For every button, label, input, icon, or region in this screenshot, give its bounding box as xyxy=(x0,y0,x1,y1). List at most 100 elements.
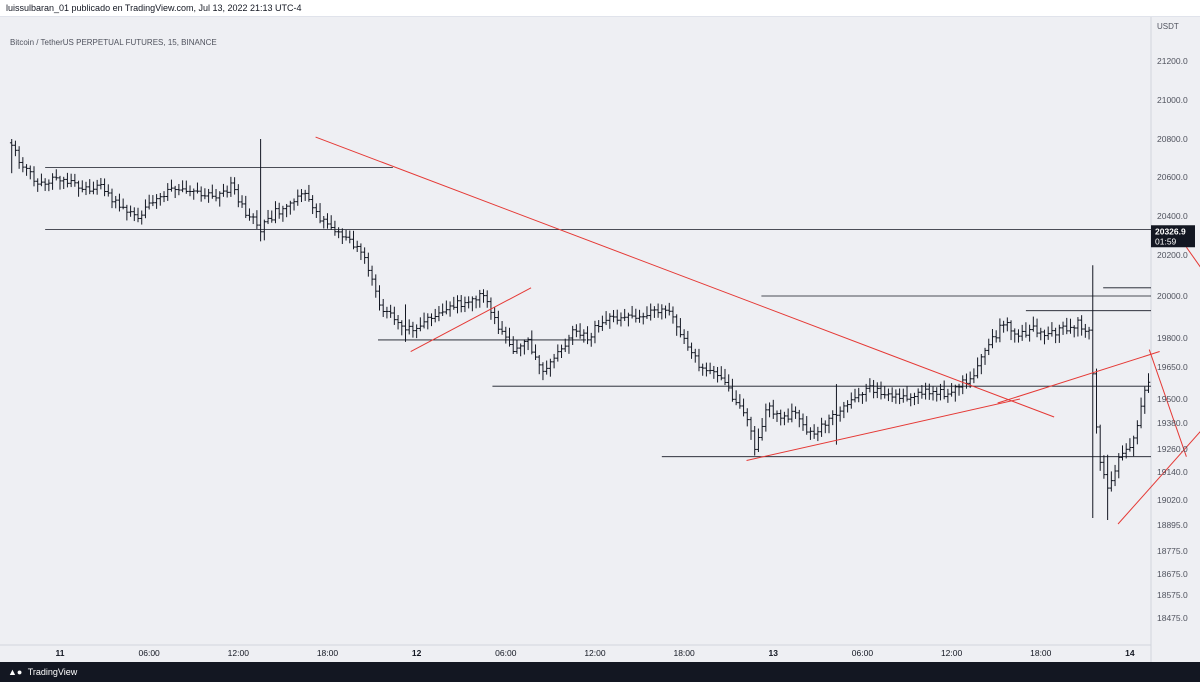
ohlc-bar xyxy=(69,173,73,188)
price-tick-label: 18575.0 xyxy=(1157,590,1188,600)
ohlc-bar xyxy=(552,353,556,369)
ohlc-bar xyxy=(466,296,471,309)
ohlc-bar xyxy=(377,285,382,311)
last-price-badge xyxy=(1151,225,1195,248)
ohlc-bar xyxy=(1005,317,1010,332)
ohlc-bar xyxy=(1027,324,1032,342)
price-chart[interactable]: USDT 21200.0 21000.0 20800.0 20600.0 20400.0… xyxy=(0,17,1200,662)
ohlc-bar xyxy=(1009,320,1013,341)
ohlc-bar xyxy=(619,312,623,327)
ohlc-bar xyxy=(957,383,961,396)
ohlc-bar xyxy=(500,321,504,335)
ohlc-bar xyxy=(804,416,809,435)
ohlc-bar xyxy=(61,176,66,190)
ohlc-bar xyxy=(35,178,40,192)
ohlc-bar xyxy=(801,413,805,431)
price-tick-label: 19500.0 xyxy=(1157,394,1188,404)
ohlc-bar xyxy=(147,194,151,210)
ohlc-bar xyxy=(318,203,322,224)
ohlc-bar xyxy=(960,375,965,395)
ohlc-bar xyxy=(611,309,616,323)
ohlc-bar xyxy=(648,303,653,321)
ohlc-bar xyxy=(433,308,438,323)
ohlc-bar xyxy=(596,320,601,333)
ohlc-bar xyxy=(373,274,378,298)
ohlc-bar xyxy=(600,315,605,331)
ohlc-bar xyxy=(1135,420,1140,445)
ohlc-bar xyxy=(674,314,679,336)
ohlc-bar xyxy=(32,166,36,187)
ohlc-bar xyxy=(470,296,475,312)
time-tick-label: 14 xyxy=(1125,648,1135,658)
ohlc-bar xyxy=(656,303,660,318)
chart-area: USDT 21200.0 21000.0 20800.0 20600.0 20400.0… xyxy=(0,17,1200,662)
ohlc-bar xyxy=(277,202,281,219)
ohlc-bar xyxy=(229,176,233,197)
price-tick-label: 21200.0 xyxy=(1157,56,1188,66)
ohlc-bar xyxy=(689,342,694,359)
ohlc-bar xyxy=(1072,325,1076,338)
ohlc-bar xyxy=(533,344,538,360)
ohlc-bar xyxy=(492,307,497,325)
ohlc-bar xyxy=(734,390,738,406)
price-tick-label: 19650.0 xyxy=(1157,362,1188,372)
ohlc-bar xyxy=(1079,315,1084,336)
ohlc-bar xyxy=(1116,453,1121,479)
ohlc-bar xyxy=(195,182,200,194)
ohlc-bar xyxy=(604,311,608,326)
ohlc-bar xyxy=(589,332,594,347)
ohlc-bar xyxy=(942,380,946,400)
ohlc-bar xyxy=(934,387,939,402)
ohlc-bar xyxy=(314,203,319,218)
ohlc-bar xyxy=(321,216,326,229)
ohlc-bar xyxy=(663,305,668,319)
ohlc-bar xyxy=(99,177,103,190)
ohlc-bar xyxy=(240,195,244,208)
ohlc-bar xyxy=(247,208,252,221)
ohlc-bar xyxy=(481,289,486,303)
ohlc-bar xyxy=(448,301,452,317)
ohlc-bar xyxy=(125,204,129,221)
trendline xyxy=(1117,431,1200,525)
ohlc-bar xyxy=(897,388,902,405)
ohlc-bar xyxy=(455,295,460,314)
ohlc-bar xyxy=(1024,322,1028,338)
ohlc-bar xyxy=(154,194,159,209)
ohlc-bar xyxy=(1035,318,1039,338)
ohlc-bar xyxy=(697,348,701,372)
ohlc-bar xyxy=(396,314,400,330)
time-tick-label: 12 xyxy=(412,648,422,658)
ohlc-bar xyxy=(1128,438,1132,452)
ohlc-bar xyxy=(191,188,196,200)
ohlc-bar xyxy=(221,183,226,197)
ohlc-bar xyxy=(767,402,772,418)
ohlc-bar xyxy=(1120,445,1125,461)
ohlc-bar xyxy=(143,199,148,219)
ohlc-bar xyxy=(608,313,612,329)
ohlc-bar xyxy=(760,418,764,441)
horizontal-levels xyxy=(45,167,1151,458)
footer-brand: TradingView xyxy=(27,667,78,677)
ohlc-bar xyxy=(712,365,716,379)
ohlc-bar xyxy=(284,203,289,218)
ohlc-bar xyxy=(793,406,798,419)
ohlc-bar xyxy=(165,183,170,201)
ohlc-bar xyxy=(875,382,880,399)
ohlc-bar xyxy=(882,386,887,399)
ohlc-bar xyxy=(463,296,467,313)
ohlc-bar xyxy=(912,392,917,406)
ohlc-bar xyxy=(80,180,85,193)
ohlc-bar xyxy=(1001,320,1006,333)
ohlc-bar xyxy=(1113,464,1117,487)
ohlc-bar xyxy=(983,347,987,365)
ohlc-bar xyxy=(139,210,144,225)
ohlc-bar xyxy=(782,411,787,426)
price-tick-label: 20600.0 xyxy=(1157,172,1188,182)
ohlc-bar xyxy=(344,229,348,241)
ohlc-bar xyxy=(258,139,263,242)
ohlc-bar xyxy=(756,428,761,453)
ohlc-bar xyxy=(570,325,575,345)
ohlc-bar xyxy=(403,304,408,342)
ohlc-bar xyxy=(399,320,404,336)
time-axis-ticks: 11 06:00 12:00 18:00 12 06:00 12:00 18:00 13 06:0… xyxy=(56,648,1135,658)
